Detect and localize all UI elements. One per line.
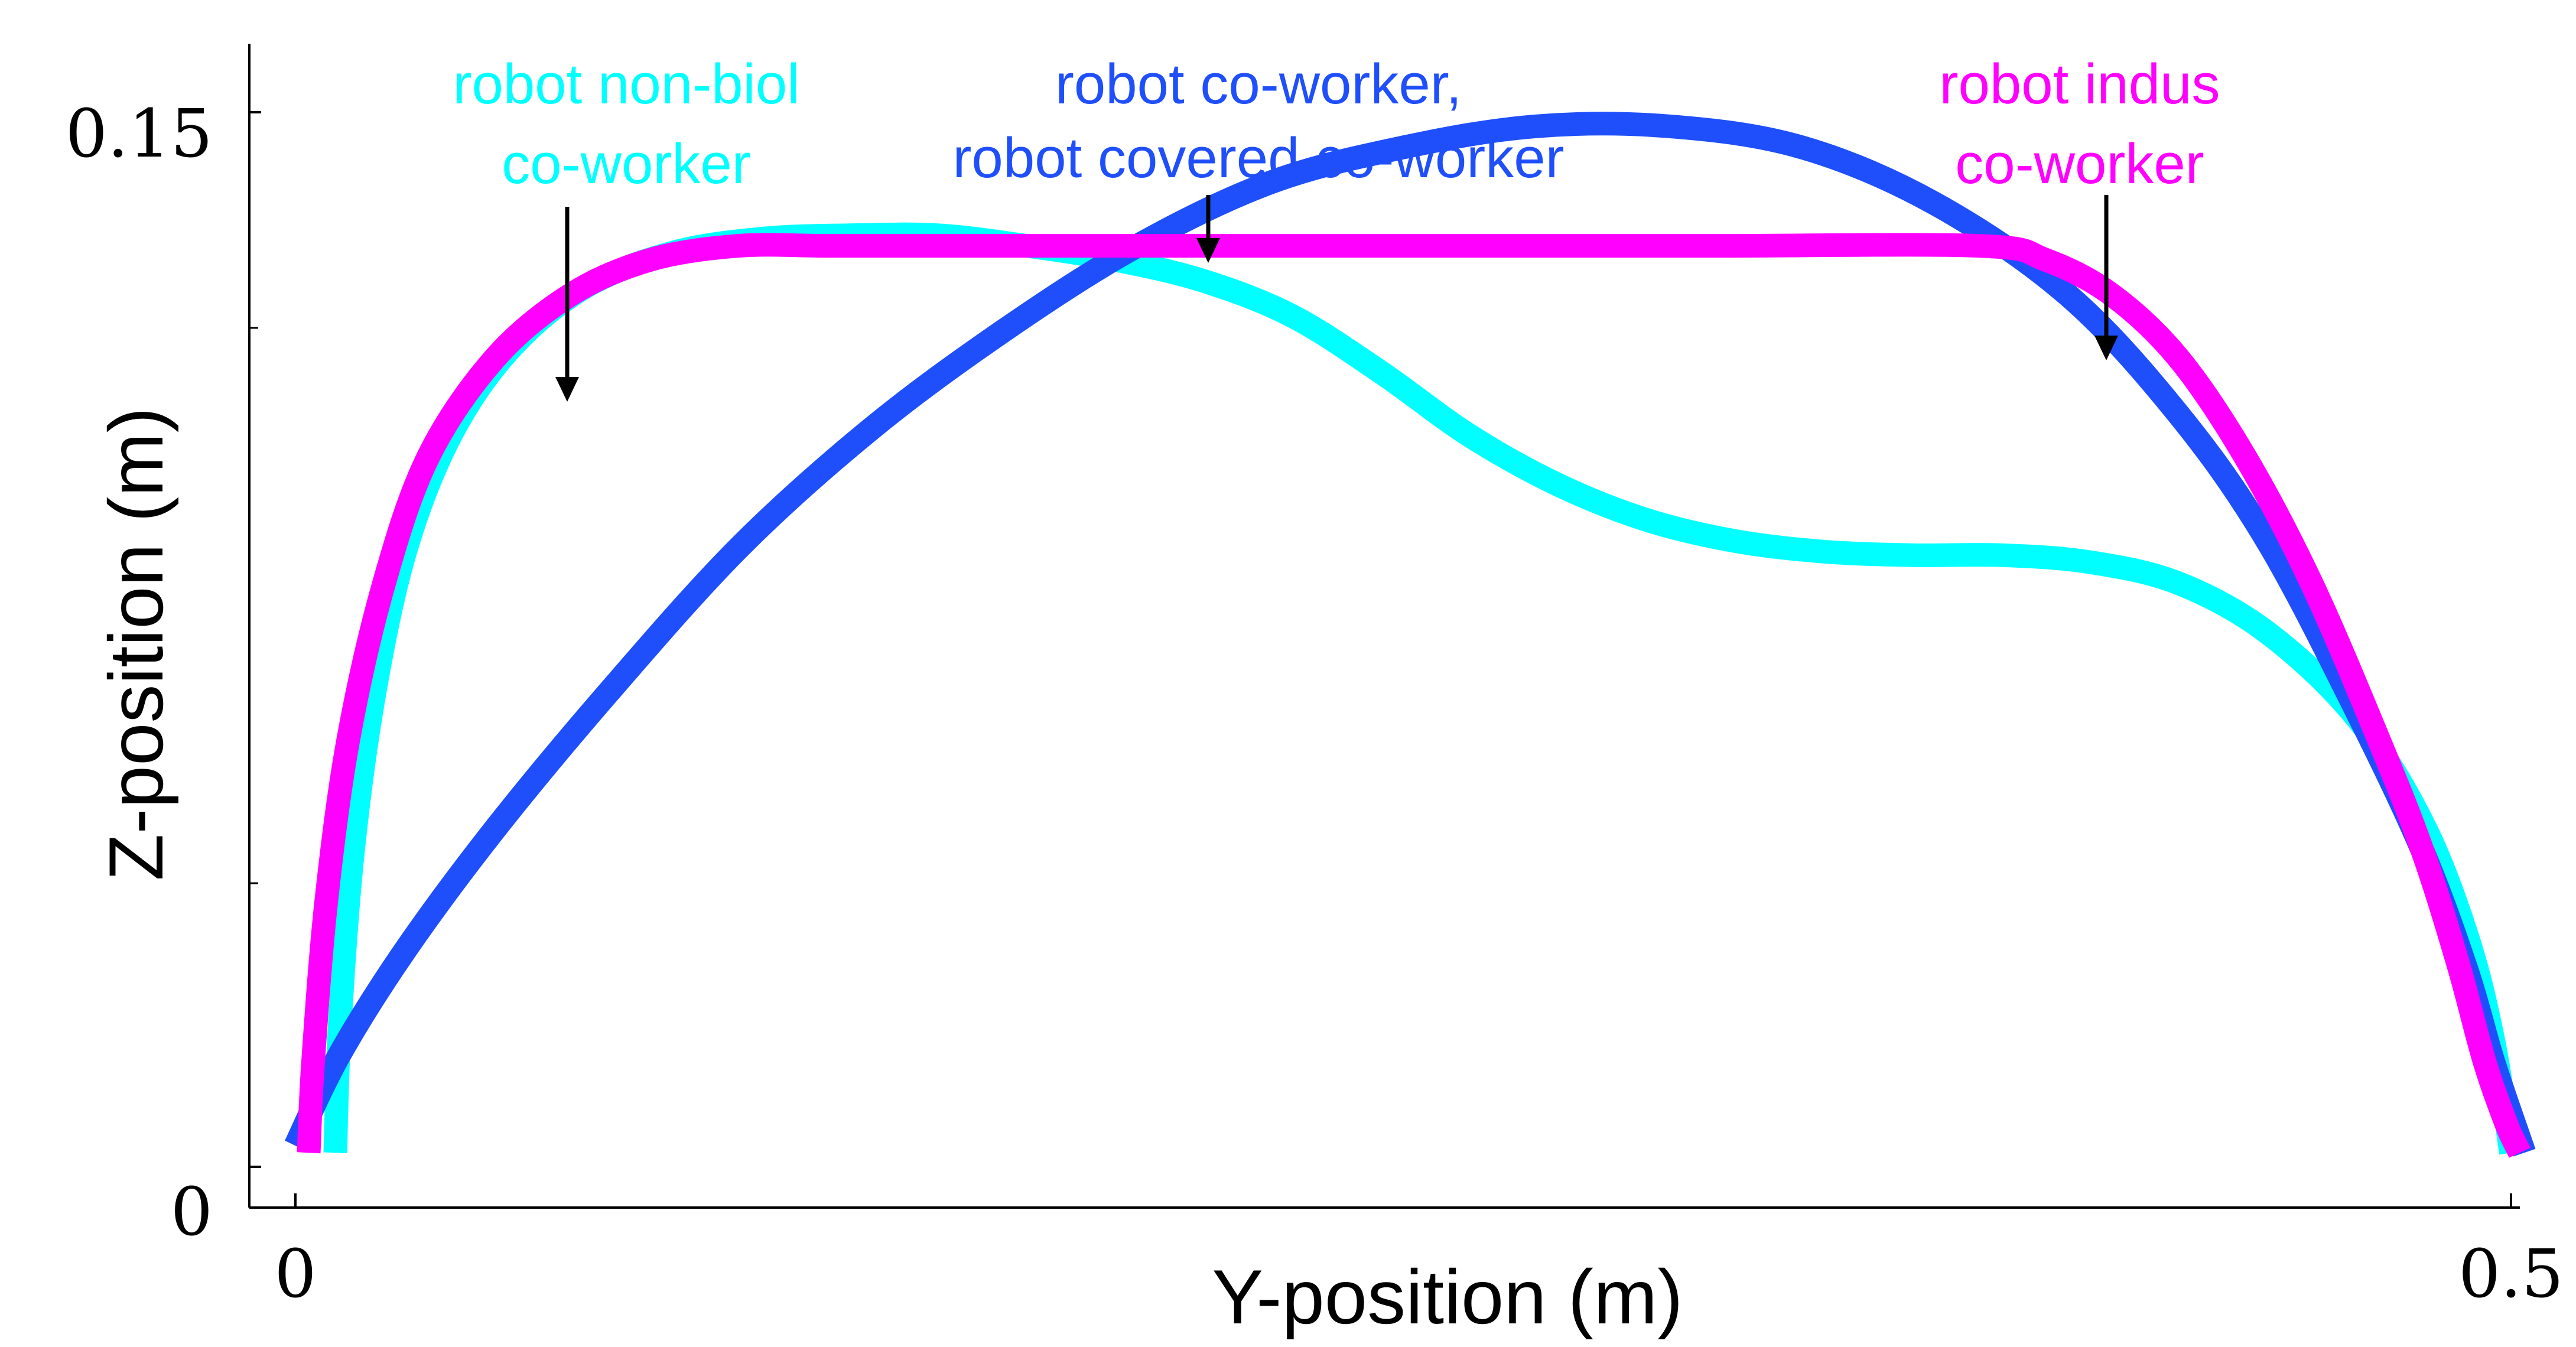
y-tick-label: 0 [171, 1174, 213, 1251]
annotation-arrow-head [2094, 336, 2118, 360]
annotation-label: robot indus [1940, 53, 2220, 116]
annotation-label: robot non-biol [453, 53, 799, 116]
annotation-label: co-worker [502, 132, 750, 196]
annotation-arrow-head [555, 377, 579, 402]
x-tick-label: 0 [274, 1236, 316, 1313]
annotation-label: robot covered co-worker [952, 126, 1564, 190]
x-axis-label: Y-position (m) [1212, 1254, 1683, 1340]
annotation-label: co-worker [1955, 132, 2204, 196]
series-line [297, 233, 2531, 1159]
series-lines [284, 112, 2536, 1159]
y-tick-label: 0.15 [66, 96, 213, 173]
annotation-arrow-head [1196, 238, 1220, 263]
axes [248, 44, 2520, 1209]
ticks: 0 0.15 0 0.5 [66, 96, 2564, 1313]
annotations: robot non-biol co-worker robot co-worker, r… [453, 53, 2220, 402]
annotation-label: robot co-worker, [1055, 53, 1462, 116]
x-tick-label: 0.5 [2458, 1236, 2564, 1313]
y-axis-label: Z-position (m) [93, 407, 179, 881]
